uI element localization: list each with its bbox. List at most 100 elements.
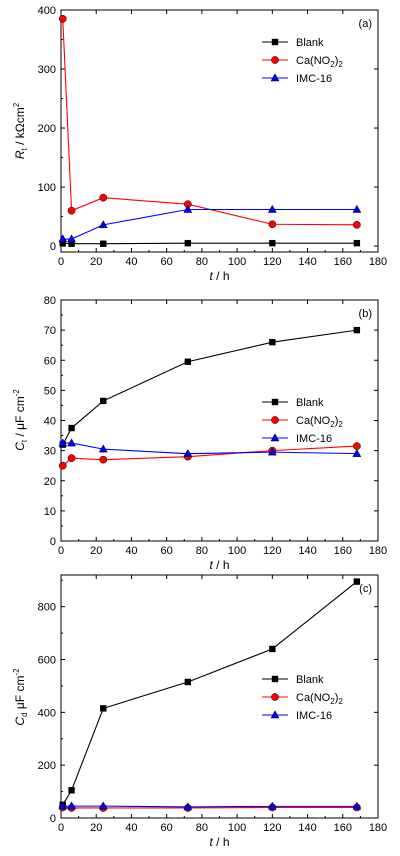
y-tick-label: 800 bbox=[38, 602, 56, 614]
x-tick-label: 120 bbox=[263, 545, 281, 557]
x-tick-label: 180 bbox=[369, 822, 387, 834]
legend: Blank Ca(NO2)2 IMC-16 bbox=[262, 37, 343, 85]
x-tick-label: 160 bbox=[334, 822, 352, 834]
y-tick-label: 50 bbox=[44, 385, 56, 397]
x-axis-label: t / h bbox=[209, 835, 229, 849]
chart-panel-2: 0 20 40 60 80 100 120 140 160 180 0 10 20 30 40 50 60 70 8… bbox=[12, 295, 387, 572]
x-tick-label: 0 bbox=[58, 545, 64, 557]
data-point bbox=[99, 193, 108, 202]
legend-entry: Ca(NO2)2 bbox=[296, 692, 343, 706]
data-point bbox=[353, 220, 361, 229]
x-tick-label: 80 bbox=[196, 822, 208, 834]
data-point bbox=[58, 461, 67, 470]
y-tick-label: 400 bbox=[38, 5, 56, 17]
legend-marker bbox=[271, 38, 279, 46]
legend-marker bbox=[270, 433, 280, 442]
series-line-1 bbox=[62, 329, 357, 445]
y-tick-label: 0 bbox=[50, 241, 56, 253]
y-tick-label: 600 bbox=[38, 655, 56, 667]
legend-entry: Ca(NO2)2 bbox=[296, 415, 343, 429]
legend-marker bbox=[271, 675, 279, 683]
data-point bbox=[183, 448, 193, 457]
y-tick-label: 300 bbox=[38, 64, 56, 76]
panel-label: (b) bbox=[359, 308, 372, 320]
x-tick-label: 120 bbox=[263, 822, 281, 834]
chart-panel-1: 0 20 40 60 80 100 120 140 160 180 0 100 200 300 400 t /… bbox=[12, 5, 387, 283]
data-point bbox=[98, 444, 108, 453]
data-point bbox=[98, 220, 108, 229]
data-point bbox=[58, 234, 68, 243]
y-tick-label: 10 bbox=[44, 506, 56, 518]
y-axis-label: Cd μF cm-2 bbox=[12, 668, 29, 726]
y-tick-label: 200 bbox=[38, 760, 56, 772]
data-point bbox=[100, 705, 107, 712]
y-tick-label: 30 bbox=[44, 446, 56, 458]
x-tick-label: 40 bbox=[125, 256, 137, 268]
x-tick-label: 60 bbox=[161, 545, 173, 557]
data-point bbox=[269, 338, 276, 346]
data-point bbox=[352, 448, 362, 457]
y-tick-label: 80 bbox=[44, 295, 56, 307]
y-tick-label: 70 bbox=[44, 325, 56, 337]
data-point bbox=[98, 801, 108, 810]
legend-marker bbox=[271, 398, 279, 406]
x-tick-label: 140 bbox=[298, 256, 316, 268]
x-tick-label: 160 bbox=[334, 545, 352, 557]
data-point bbox=[353, 239, 361, 247]
legend-marker bbox=[271, 416, 279, 424]
x-tick-label: 180 bbox=[369, 545, 387, 557]
y-tick-label: 0 bbox=[50, 536, 56, 548]
data-point bbox=[100, 397, 107, 405]
data-point bbox=[68, 240, 75, 247]
data-point bbox=[68, 424, 75, 432]
legend-marker bbox=[271, 56, 279, 64]
data-point bbox=[352, 204, 362, 213]
data-point bbox=[58, 15, 67, 23]
series-line-2 bbox=[62, 18, 357, 226]
x-tick-label: 60 bbox=[161, 822, 173, 834]
legend-marker bbox=[270, 73, 280, 82]
data-point bbox=[58, 801, 68, 810]
x-axis-label: t / h bbox=[209, 558, 229, 572]
data-point bbox=[59, 239, 66, 247]
data-point bbox=[58, 438, 68, 447]
y-axis-label: Ct / μF cm-2 bbox=[12, 389, 29, 451]
x-tick-label: 0 bbox=[58, 822, 64, 834]
data-point bbox=[353, 326, 361, 334]
data-point bbox=[99, 455, 108, 464]
y-tick-label: 400 bbox=[38, 707, 56, 719]
x-tick-label: 160 bbox=[334, 256, 352, 268]
data-point bbox=[269, 239, 276, 247]
panel-label: (c) bbox=[359, 583, 372, 595]
data-point bbox=[67, 234, 76, 243]
x-tick-label: 20 bbox=[90, 822, 102, 834]
panel-label: (a) bbox=[359, 18, 372, 30]
series-line-1 bbox=[62, 242, 357, 245]
chart-panel-3: 0 20 40 60 80 100 120 140 160 180 0 200 400 600 800 t /… bbox=[12, 574, 387, 849]
legend-entry: Blank bbox=[296, 397, 324, 409]
legend-marker bbox=[271, 693, 279, 701]
x-tick-label: 120 bbox=[263, 256, 281, 268]
data-point bbox=[184, 239, 191, 247]
x-tick-label: 60 bbox=[161, 256, 173, 268]
data-point bbox=[68, 787, 75, 794]
x-tick-label: 80 bbox=[196, 545, 208, 557]
data-point bbox=[184, 358, 191, 365]
data-point bbox=[67, 438, 76, 447]
x-tick-label: 20 bbox=[90, 256, 102, 268]
data-point bbox=[183, 802, 193, 811]
legend-entry: IMC-16 bbox=[296, 73, 332, 85]
y-tick-label: 40 bbox=[44, 416, 56, 428]
y-axis-label: Rt / kΩcm2 bbox=[12, 102, 29, 159]
x-tick-label: 180 bbox=[369, 256, 387, 268]
legend-entry: Blank bbox=[296, 37, 324, 49]
data-point bbox=[184, 678, 191, 686]
x-tick-label: 20 bbox=[90, 545, 102, 557]
legend-entry: Blank bbox=[296, 674, 324, 686]
legend-marker bbox=[270, 710, 280, 719]
data-point bbox=[267, 204, 277, 213]
data-point bbox=[268, 220, 277, 229]
y-tick-label: 0 bbox=[50, 813, 56, 825]
data-point bbox=[267, 447, 277, 456]
